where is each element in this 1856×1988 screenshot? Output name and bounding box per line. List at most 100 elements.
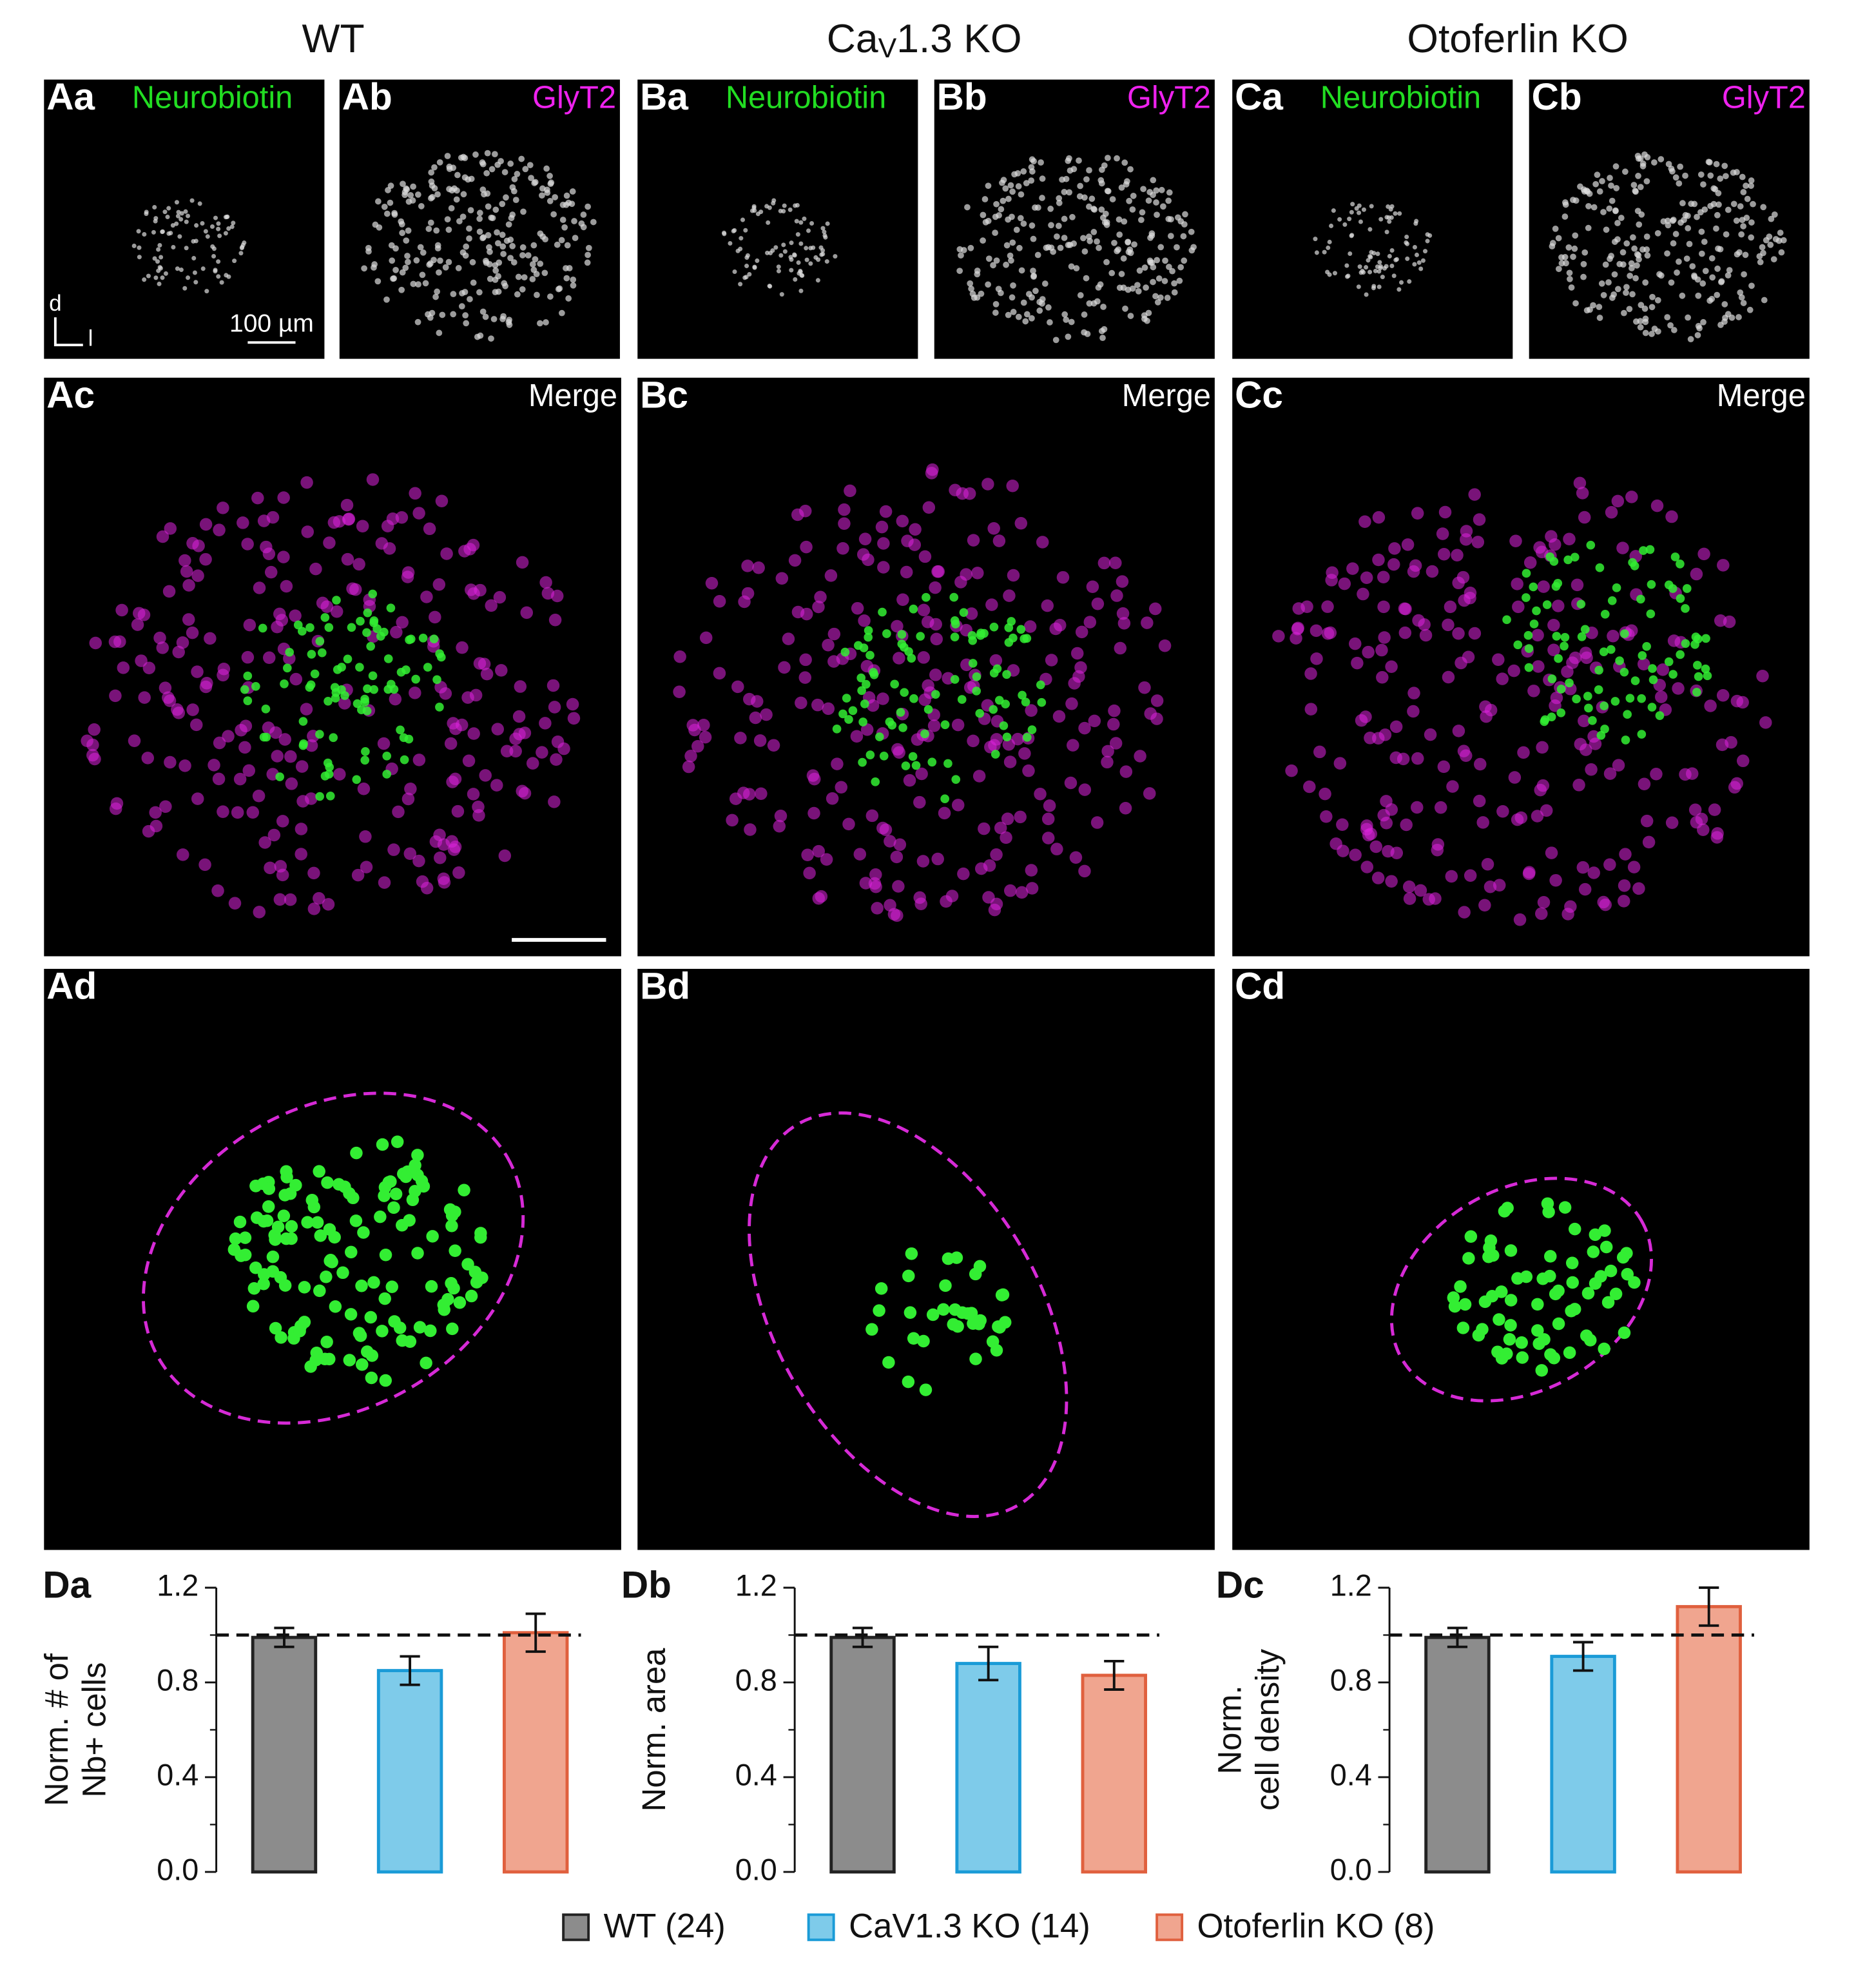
texture	[901, 761, 911, 770]
cell	[1598, 1342, 1610, 1356]
texture	[988, 739, 1001, 752]
texture	[216, 221, 221, 226]
texture	[444, 216, 451, 223]
texture	[1590, 204, 1598, 211]
texture	[1029, 294, 1035, 301]
texture	[1629, 291, 1636, 298]
texture	[875, 732, 884, 741]
texture	[879, 823, 893, 837]
texture	[1612, 583, 1621, 592]
texture	[917, 603, 931, 617]
texture	[1547, 643, 1560, 657]
texture	[1635, 173, 1641, 179]
texture	[1641, 306, 1648, 312]
texture	[898, 723, 907, 732]
texture	[400, 755, 409, 765]
texture	[152, 204, 157, 210]
texture	[1360, 571, 1373, 585]
texture	[1698, 250, 1705, 257]
texture	[223, 215, 228, 220]
texture	[916, 855, 930, 868]
texture	[1116, 216, 1123, 223]
texture	[1612, 759, 1625, 772]
texture	[1471, 536, 1485, 549]
texture	[264, 565, 278, 579]
texture	[330, 683, 340, 692]
texture	[137, 255, 142, 260]
texture	[1097, 556, 1111, 570]
texture	[253, 581, 266, 594]
texture	[1412, 244, 1417, 249]
texture	[734, 732, 747, 745]
texture	[1612, 208, 1619, 215]
texture	[1508, 771, 1522, 784]
texture	[1105, 155, 1111, 161]
texture	[1549, 240, 1556, 246]
texture	[1468, 488, 1481, 501]
texture	[1600, 701, 1609, 710]
texture	[434, 245, 441, 252]
texture	[1637, 658, 1650, 671]
texture	[500, 745, 514, 758]
texture	[788, 554, 802, 567]
texture	[315, 730, 324, 739]
texture	[1080, 235, 1087, 242]
texture	[1303, 780, 1316, 794]
cell	[328, 1231, 341, 1244]
texture	[543, 165, 550, 172]
texture	[1148, 602, 1162, 616]
texture	[1047, 206, 1054, 212]
cell	[356, 1358, 369, 1371]
texture	[1451, 549, 1464, 561]
texture	[1350, 202, 1355, 207]
texture	[216, 226, 221, 231]
texture	[1097, 177, 1105, 184]
texture	[1639, 162, 1647, 170]
texture	[199, 552, 212, 566]
texture	[427, 640, 440, 653]
y-tick-label: 1.2	[157, 1568, 198, 1602]
cell	[325, 1255, 338, 1269]
texture	[1555, 235, 1562, 242]
texture	[1121, 218, 1128, 225]
texture	[1052, 710, 1066, 723]
texture	[1141, 264, 1148, 271]
cell	[344, 1308, 358, 1321]
texture	[1384, 229, 1389, 235]
texture	[807, 806, 820, 820]
texture	[1419, 629, 1433, 642]
texture	[396, 725, 405, 735]
texture	[305, 739, 318, 752]
texture	[1605, 505, 1618, 519]
texture	[382, 770, 392, 779]
texture	[1620, 629, 1629, 638]
cell	[1462, 1252, 1475, 1265]
texture	[376, 632, 385, 641]
texture	[431, 164, 438, 171]
texture	[865, 750, 875, 759]
texture	[289, 609, 302, 622]
cell	[1601, 1296, 1615, 1309]
texture	[824, 569, 838, 582]
texture	[1616, 541, 1629, 554]
texture	[813, 255, 818, 260]
texture	[1665, 161, 1672, 168]
texture	[1023, 180, 1030, 187]
cell	[350, 1146, 363, 1160]
texture	[922, 679, 934, 692]
texture	[507, 237, 514, 243]
texture	[798, 220, 804, 225]
error-bar	[1572, 1641, 1594, 1672]
texture	[1103, 219, 1110, 226]
texture	[1728, 314, 1735, 321]
texture	[163, 271, 168, 276]
texture	[1580, 260, 1587, 268]
y-tick-label: 0.4	[1330, 1758, 1372, 1791]
texture	[261, 705, 271, 714]
texture	[1716, 688, 1730, 702]
texture	[1587, 730, 1600, 743]
texture	[774, 809, 788, 823]
texture	[1685, 767, 1699, 780]
texture	[781, 209, 786, 214]
texture	[960, 247, 967, 253]
